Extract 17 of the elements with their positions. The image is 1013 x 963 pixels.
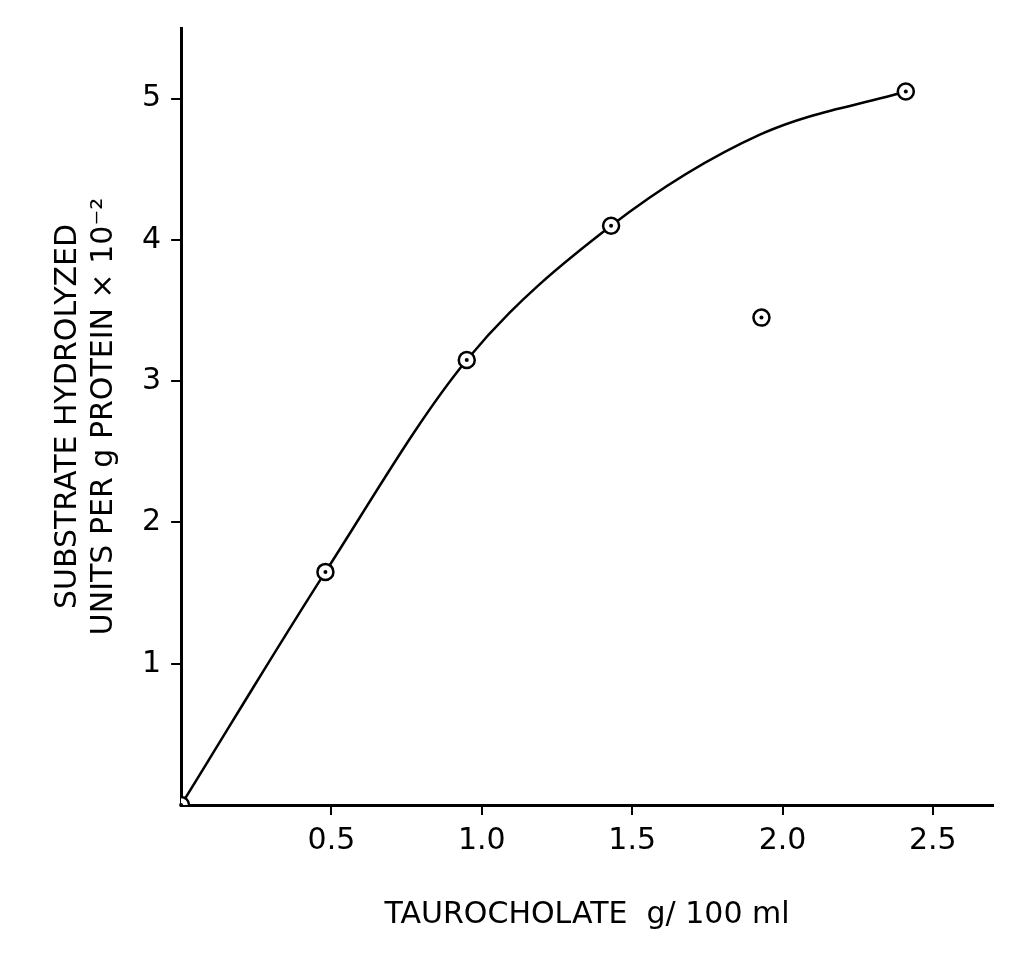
y-tick-label: 2 — [141, 502, 162, 538]
x-tick-label: 1.5 — [608, 820, 657, 856]
y-axis-title: SUBSTRATE HYDROLYZED UNITS PER g PROTEIN × 10⁻² — [47, 197, 119, 636]
y-tick-label: 1 — [141, 643, 162, 679]
point — [752, 308, 771, 327]
x-tick-label: 0.5 — [307, 820, 356, 856]
point — [896, 82, 916, 101]
x-axis-title: TAUROCHOLATE g/ 100 ml — [383, 894, 790, 930]
point — [457, 350, 477, 370]
y-tick-label: 3 — [141, 360, 162, 396]
point — [316, 562, 335, 582]
y-tick-label: 4 — [141, 219, 162, 255]
y-tick-label: 5 — [141, 78, 162, 114]
x-tick-label: 2.0 — [758, 820, 807, 856]
x-tick-label: 2.5 — [909, 820, 957, 856]
x-tick-label: 1.0 — [457, 820, 506, 856]
point — [601, 216, 621, 236]
